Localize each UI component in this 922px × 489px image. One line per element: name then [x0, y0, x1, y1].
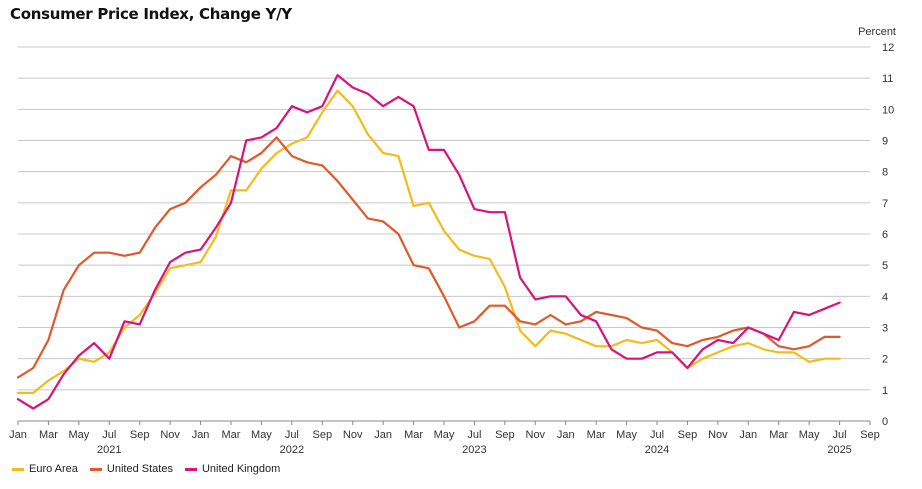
- legend-label-united-kingdom: United Kingdom: [201, 463, 281, 475]
- y-tick-label: 7: [882, 198, 888, 210]
- x-tick-label: Jan: [9, 429, 27, 441]
- x-tick-label: Jan: [557, 429, 575, 441]
- y-tick-label: 4: [882, 291, 888, 303]
- y-tick-label: 1: [882, 385, 888, 397]
- x-tick-label: May: [251, 429, 272, 441]
- x-tick-label: Mar: [222, 429, 241, 441]
- x-year-label: 2022: [280, 444, 304, 456]
- y-tick-label: 3: [882, 323, 888, 335]
- y-tick-label: 12: [882, 42, 894, 54]
- y-tick-label: 2: [882, 354, 888, 366]
- x-tick-label: Mar: [404, 429, 423, 441]
- legend-swatch-euro-area: [12, 467, 24, 471]
- x-year-label: 2023: [462, 444, 486, 456]
- y-tick-label: 10: [882, 104, 894, 116]
- legend-label-united-states: United States: [106, 463, 173, 475]
- x-tick-label: May: [434, 429, 455, 441]
- y-axis-unit-label: Percent: [858, 26, 896, 38]
- legend-item-euro-area: Euro Area: [12, 463, 78, 475]
- x-tick-label: Jan: [739, 429, 757, 441]
- x-year-label: 2021: [97, 444, 121, 456]
- y-tick-label: 9: [882, 136, 888, 148]
- x-tick-label: Jan: [374, 429, 392, 441]
- x-year-label: 2025: [827, 444, 851, 456]
- y-tick-label: 0: [882, 416, 888, 428]
- x-year-label: 2024: [645, 444, 669, 456]
- x-tick-label: Sep: [130, 429, 150, 441]
- x-tick-label: May: [68, 429, 89, 441]
- x-tick-label: Mar: [587, 429, 606, 441]
- x-tick-label: Jan: [192, 429, 210, 441]
- chart-title: Consumer Price Index, Change Y/Y: [10, 5, 292, 23]
- legend-label-euro-area: Euro Area: [29, 463, 78, 475]
- x-tick-label: Sep: [860, 429, 880, 441]
- x-tick-label: Jul: [285, 429, 299, 441]
- x-tick-label: May: [799, 429, 820, 441]
- x-tick-label: Sep: [678, 429, 698, 441]
- series-line-united-states: [16, 136, 841, 379]
- x-tick-label: Mar: [769, 429, 788, 441]
- y-tick-label: 8: [882, 167, 888, 179]
- x-tick-label: Nov: [708, 429, 728, 441]
- x-tick-label: May: [616, 429, 637, 441]
- x-tick-label: Jul: [467, 429, 481, 441]
- series-line-united-kingdom: [16, 73, 841, 410]
- x-tick-label: Jul: [833, 429, 847, 441]
- y-tick-label: 6: [882, 229, 888, 241]
- legend-item-united-kingdom: United Kingdom: [184, 463, 281, 475]
- x-tick-label: Nov: [343, 429, 363, 441]
- gridlines: [18, 46, 870, 422]
- y-tick-label: 11: [882, 73, 893, 85]
- series-line-euro-area: [16, 89, 841, 394]
- legend-swatch-united-kingdom: [184, 467, 197, 471]
- legend: Euro Area United States United Kingdom: [12, 463, 280, 475]
- legend-item-united-states: United States: [89, 463, 173, 475]
- x-tick-label: Sep: [312, 429, 332, 441]
- x-tick-label: Nov: [526, 429, 546, 441]
- legend-swatch-united-states: [89, 467, 102, 471]
- x-tick-label: Jul: [650, 429, 664, 441]
- y-tick-label: 5: [882, 260, 888, 272]
- x-tick-label: Mar: [39, 429, 58, 441]
- x-tick-label: Nov: [160, 429, 180, 441]
- x-tick-label: Jul: [102, 429, 116, 441]
- x-tick-label: Sep: [495, 429, 515, 441]
